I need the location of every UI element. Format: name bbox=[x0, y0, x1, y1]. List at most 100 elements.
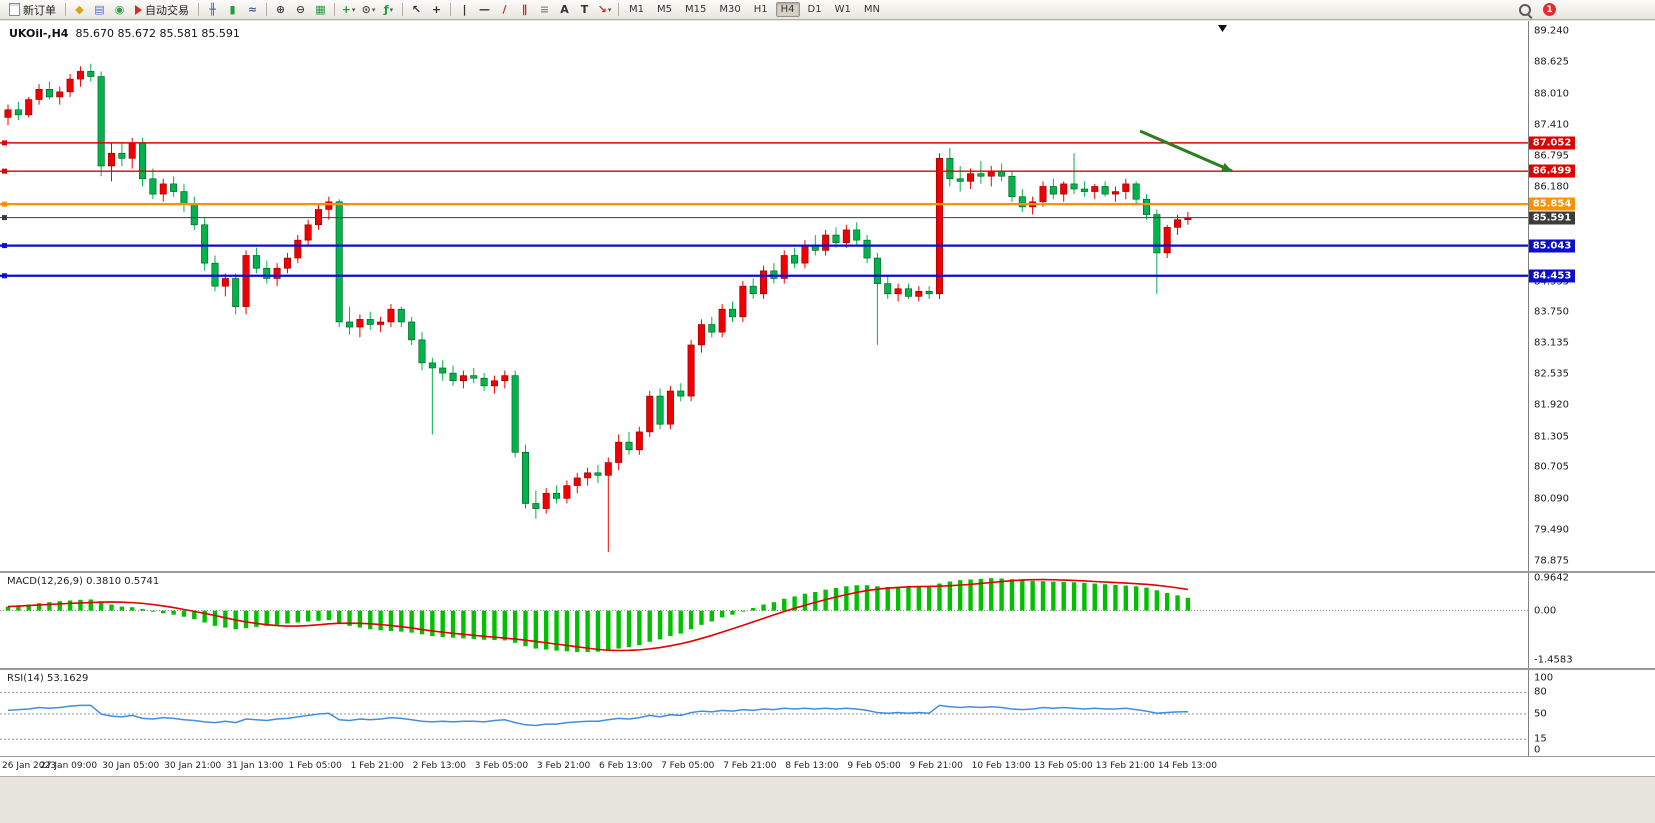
timeframe-w1[interactable]: W1 bbox=[834, 4, 851, 15]
support-line-2-tag[interactable]: 84.453 bbox=[1529, 269, 1575, 283]
tile-windows-icon[interactable]: ▦ bbox=[311, 2, 330, 18]
period-icon[interactable]: ⊙ ▾ bbox=[359, 2, 378, 18]
timeframe-m30[interactable]: M30 bbox=[719, 4, 741, 15]
resistance-line-2-tag[interactable]: 86.499 bbox=[1529, 164, 1575, 178]
candlestick-chart[interactable] bbox=[0, 21, 1528, 571]
macd-histogram-bar bbox=[378, 610, 383, 631]
rsi-axis-label: 80 bbox=[1534, 686, 1547, 698]
horizontal-line-icon-glyph: — bbox=[479, 3, 490, 16]
dropdown-arrow-icon[interactable]: ▾ bbox=[371, 5, 376, 14]
macd-histogram-bar bbox=[430, 610, 435, 637]
timeframe-m15[interactable]: M15 bbox=[685, 4, 707, 15]
support-line-2-handle[interactable] bbox=[2, 273, 7, 279]
trendline-icon-glyph: / bbox=[502, 3, 507, 16]
macd-histogram-bar bbox=[316, 610, 321, 621]
time-axis-label: 30 Jan 05:00 bbox=[102, 761, 160, 771]
rsi-axis-label: 15 bbox=[1534, 733, 1547, 745]
timeframe-d1[interactable]: D1 bbox=[807, 4, 822, 15]
time-axis[interactable]: 26 Jan 2023 27 Jan 09:00 30 Jan 05:00 30 Ja… bbox=[0, 757, 1655, 777]
pane-separator[interactable] bbox=[0, 668, 1655, 670]
timeframe-m1[interactable]: M1 bbox=[629, 4, 644, 15]
trend-arrow[interactable] bbox=[1139, 129, 1233, 173]
current-price-line-tag[interactable]: 85.591 bbox=[1529, 211, 1575, 225]
timeframe-h1[interactable]: H1 bbox=[753, 4, 768, 15]
timeframe-h4[interactable]: H4 bbox=[775, 2, 800, 17]
current-price-line-handle[interactable] bbox=[2, 215, 7, 221]
pivot-line-handle[interactable] bbox=[2, 201, 7, 207]
text-label-icon[interactable]: T bbox=[575, 2, 594, 18]
vertical-line-icon[interactable]: | bbox=[455, 2, 474, 18]
support-line-1-handle[interactable] bbox=[2, 243, 7, 249]
macd-chart[interactable] bbox=[0, 573, 1528, 668]
horizontal-line-icon[interactable]: — bbox=[475, 2, 494, 18]
chart-shift-marker[interactable] bbox=[1218, 25, 1227, 32]
support-line-1-tag[interactable]: 85.043 bbox=[1529, 239, 1575, 253]
macd-pane[interactable]: MACD(12,26,9) 0.3810 0.5741 bbox=[0, 573, 1528, 668]
rsi-header: RSI(14) 53.1629 bbox=[7, 673, 89, 684]
rsi-chart[interactable] bbox=[0, 670, 1528, 756]
candle bbox=[87, 63, 95, 82]
price-axis[interactable]: 89.240 88.625 88.010 87.410 86.795 86.180 85.5… bbox=[1528, 21, 1655, 571]
search-icon[interactable] bbox=[1519, 3, 1531, 16]
dropdown-arrow-icon[interactable]: ▾ bbox=[607, 5, 612, 14]
rsi-pane[interactable]: RSI(14) 53.1629 bbox=[0, 670, 1528, 756]
toolbar-separator bbox=[334, 3, 335, 16]
notification-badge[interactable]: 1 bbox=[1543, 3, 1556, 16]
rsi-axis-label: 100 bbox=[1534, 672, 1554, 684]
channel-icon[interactable]: ∥ bbox=[515, 2, 534, 18]
toolbar-buttons: 新订单 ◆ ▤ ◉ 自动交易 ╫ ▮ ≈ ⊕ ⊖ ▦ + ▾ ⊙ ▾ ƒ ▾ ↖ + | — / ∥ ≡ A T ↘ ▾ M1 M5 M15… bbox=[4, 1, 886, 19]
toolbar-separator bbox=[450, 3, 451, 16]
profiles-icon[interactable]: ▤ bbox=[90, 2, 109, 18]
dropdown-arrow-icon[interactable]: ▾ bbox=[389, 5, 394, 14]
auto-trading-button[interactable]: 自动交易 bbox=[130, 1, 194, 19]
resistance-line-2-handle[interactable] bbox=[2, 168, 7, 174]
pivot-line-tag[interactable]: 85.854 bbox=[1529, 197, 1575, 211]
macd-histogram-bar bbox=[1185, 597, 1191, 611]
candle bbox=[97, 71, 105, 177]
new-chart-icon[interactable]: + ▾ bbox=[339, 2, 358, 18]
bar-chart-type-icon[interactable]: ╫ bbox=[203, 2, 222, 18]
macd-histogram-bar bbox=[88, 599, 93, 611]
macd-histogram-bar bbox=[958, 580, 963, 611]
candlestick-type-icon[interactable]: ▮ bbox=[223, 2, 242, 18]
macd-histogram-bar bbox=[171, 610, 176, 615]
navigator-icon[interactable]: ◉ bbox=[110, 2, 129, 18]
resistance-line-1-handle[interactable] bbox=[2, 140, 7, 146]
indicators-icon[interactable]: ƒ ▾ bbox=[379, 2, 398, 18]
macd-histogram-bar bbox=[699, 610, 704, 625]
zoom-out-icon[interactable]: ⊖ bbox=[291, 2, 310, 18]
candle bbox=[553, 485, 561, 504]
timeframe-mn[interactable]: MN bbox=[863, 4, 880, 15]
resistance-line-1-tag[interactable]: 87.052 bbox=[1529, 136, 1575, 150]
timeframe-m5[interactable]: M5 bbox=[657, 4, 672, 15]
price-chart-pane[interactable]: UKOil-,H4 85.670 85.672 85.581 85.591 bbox=[0, 21, 1528, 571]
macd-histogram-bar bbox=[1030, 580, 1035, 611]
line-chart-type-icon[interactable]: ≈ bbox=[243, 2, 262, 18]
price-axis-label: 80.090 bbox=[1534, 493, 1569, 505]
market-watch-icon[interactable]: ◆ bbox=[70, 2, 89, 18]
zoom-in-icon[interactable]: ⊕ bbox=[271, 2, 290, 18]
crosshair-icon[interactable]: + bbox=[427, 2, 446, 18]
text-icon[interactable]: A bbox=[555, 2, 574, 18]
candle bbox=[656, 388, 664, 430]
candle bbox=[863, 235, 871, 264]
macd-histogram-bar bbox=[181, 610, 187, 617]
new-order-button[interactable]: 新订单 bbox=[4, 1, 61, 19]
candle bbox=[14, 102, 22, 120]
rsi-axis[interactable]: 100 80 50 15 0 bbox=[1528, 670, 1655, 756]
candle bbox=[294, 235, 302, 264]
arrows-icon-glyph: ↘ bbox=[597, 3, 607, 16]
candle bbox=[573, 472, 581, 494]
macd-histogram-bar bbox=[523, 610, 528, 647]
trendline-icon[interactable]: / bbox=[495, 2, 514, 18]
fibonacci-icon[interactable]: ≡ bbox=[535, 2, 554, 18]
pane-separator[interactable] bbox=[0, 571, 1655, 573]
macd-axis[interactable]: 0.9642 0.00 -1.4583 bbox=[1528, 573, 1655, 668]
arrows-icon[interactable]: ↘ ▾ bbox=[595, 2, 614, 18]
candle bbox=[718, 304, 726, 338]
candle bbox=[232, 273, 240, 315]
cursor-icon[interactable]: ↖ bbox=[407, 2, 426, 18]
candle bbox=[201, 217, 209, 271]
macd-histogram-bar bbox=[616, 610, 621, 649]
dropdown-arrow-icon[interactable]: ▾ bbox=[351, 5, 356, 14]
